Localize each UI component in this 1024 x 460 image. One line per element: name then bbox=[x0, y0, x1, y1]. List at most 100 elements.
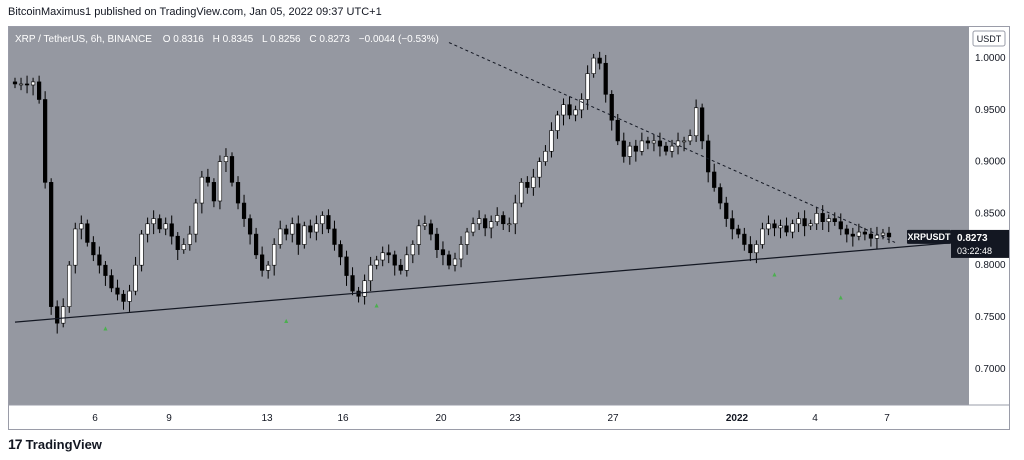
candle bbox=[784, 217, 789, 237]
currency-badge[interactable] bbox=[972, 30, 1006, 47]
price-tag-value-box bbox=[951, 229, 1009, 258]
candle-body bbox=[766, 223, 771, 230]
candle bbox=[549, 122, 554, 158]
candle-body bbox=[55, 306, 60, 324]
candle bbox=[404, 246, 409, 277]
candle bbox=[253, 227, 259, 259]
candle-body bbox=[712, 171, 717, 188]
candle bbox=[681, 136, 687, 152]
candle-body bbox=[627, 145, 632, 157]
candle-body bbox=[272, 244, 277, 266]
trendlines-layer bbox=[14, 42, 970, 323]
candle-body bbox=[886, 232, 892, 238]
candle bbox=[362, 274, 367, 305]
time-tick-label: 4 bbox=[812, 413, 818, 424]
candle-body bbox=[260, 254, 265, 271]
support-trendline[interactable] bbox=[14, 240, 970, 323]
candle bbox=[495, 207, 500, 226]
candle bbox=[452, 252, 458, 272]
candle bbox=[669, 139, 675, 158]
price-tag-value: 0.8273 bbox=[957, 233, 988, 244]
ohlc-legend: XRP / TetherUS, 6h, BINANCE O 0.8316 H 0… bbox=[15, 34, 439, 45]
candle bbox=[145, 217, 150, 243]
candle bbox=[470, 217, 476, 237]
candle bbox=[730, 210, 735, 240]
candle bbox=[778, 219, 783, 239]
candle-body bbox=[121, 293, 126, 302]
candle-body bbox=[862, 231, 867, 235]
candle-body bbox=[43, 99, 48, 183]
candle bbox=[85, 219, 90, 247]
support-marker-icon: ▲ bbox=[837, 294, 844, 301]
candle-body bbox=[537, 161, 542, 178]
candle bbox=[151, 210, 156, 235]
support-marker-icon: ▲ bbox=[771, 272, 778, 279]
candle-body bbox=[724, 202, 729, 219]
candle bbox=[645, 136, 651, 150]
candle-body bbox=[561, 104, 566, 116]
legend-high-value: 0.8345 bbox=[223, 34, 254, 45]
candle-body bbox=[470, 223, 476, 233]
candle bbox=[169, 215, 174, 245]
candle-body bbox=[790, 223, 795, 233]
candle-body bbox=[67, 264, 72, 307]
candle-body bbox=[253, 233, 259, 256]
candle bbox=[97, 246, 102, 274]
candle bbox=[43, 91, 48, 189]
candle-body bbox=[314, 223, 319, 233]
candle bbox=[109, 269, 114, 293]
candle-body bbox=[597, 57, 602, 64]
candle bbox=[760, 222, 765, 249]
candlestick-chart[interactable]: ▲ ▲ ▲ ▲ ▲ 0.7000 0.7500 0.8000 0.8500 0.9000 0.95… bbox=[9, 27, 1009, 429]
tradingview-footer[interactable]: 17 TradingView bbox=[8, 436, 102, 452]
candle-body bbox=[772, 223, 777, 229]
candle-body bbox=[79, 223, 84, 230]
candle bbox=[531, 168, 536, 196]
candle bbox=[217, 155, 223, 210]
candle bbox=[24, 75, 30, 94]
candle-body bbox=[663, 145, 669, 152]
time-tick-label: 2022 bbox=[726, 413, 749, 424]
candle-body bbox=[18, 83, 24, 86]
candle bbox=[296, 215, 301, 255]
candle-body bbox=[458, 244, 464, 260]
legend-symbol: XRP / TetherUS, 6h, BINANCE bbox=[15, 34, 152, 45]
support-marker-icon: ▲ bbox=[373, 303, 380, 310]
candle bbox=[37, 75, 42, 104]
candle-body bbox=[109, 275, 114, 289]
candle-body bbox=[49, 182, 54, 307]
candle bbox=[380, 246, 385, 267]
price-tick-label: 1.0000 bbox=[975, 53, 1006, 64]
time-tick-label: 27 bbox=[607, 413, 619, 424]
time-tick-label: 16 bbox=[337, 413, 349, 424]
candle bbox=[579, 93, 584, 119]
candle bbox=[591, 53, 596, 78]
candle-body bbox=[748, 244, 753, 254]
candle-body bbox=[139, 233, 144, 266]
candle bbox=[525, 176, 530, 194]
candle bbox=[718, 183, 723, 210]
candle bbox=[79, 215, 84, 240]
price-tick-label: 0.8000 bbox=[975, 260, 1006, 271]
candle-body bbox=[338, 244, 343, 258]
candle bbox=[139, 229, 144, 272]
candle-body bbox=[694, 107, 699, 137]
candle-body bbox=[91, 242, 96, 256]
candle bbox=[844, 224, 849, 243]
candle-body bbox=[687, 135, 693, 142]
candle bbox=[314, 215, 319, 241]
candle bbox=[55, 300, 60, 334]
candle-body bbox=[30, 81, 36, 86]
candle-body bbox=[133, 264, 138, 292]
candle bbox=[561, 98, 566, 126]
time-tick-label: 7 bbox=[884, 413, 890, 424]
candle bbox=[826, 214, 831, 233]
candle bbox=[814, 207, 819, 230]
candle-body bbox=[452, 258, 458, 266]
candle-body bbox=[579, 99, 584, 111]
candle-body bbox=[796, 218, 801, 225]
candle bbox=[115, 279, 120, 301]
candle-body bbox=[778, 225, 783, 229]
candle bbox=[663, 141, 669, 156]
candle-body bbox=[266, 264, 271, 271]
